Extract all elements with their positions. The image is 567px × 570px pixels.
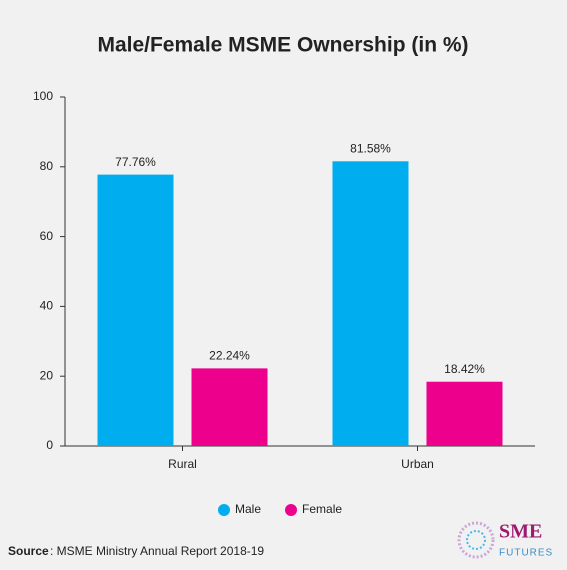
- legend-marker: [285, 504, 298, 516]
- legend-marker: [218, 504, 230, 516]
- logo: SME FUTURES: [457, 521, 553, 559]
- logo-subtext: FUTURES: [499, 548, 553, 559]
- legend-label: Female: [302, 502, 342, 516]
- source-label: Source: [8, 544, 49, 558]
- bar: [191, 368, 268, 446]
- legend-label: Male: [235, 502, 261, 516]
- value-label: 18.42%: [444, 362, 485, 376]
- y-tick-label: 80: [40, 159, 54, 173]
- value-label: 22.24%: [209, 349, 250, 363]
- bar: [426, 381, 503, 446]
- value-label: 77.76%: [115, 155, 156, 169]
- source-text: : MSME Ministry Annual Report 2018-19: [50, 544, 264, 558]
- x-tick-label: Urban: [401, 457, 434, 471]
- x-tick-label: Rural: [168, 457, 197, 471]
- y-tick-label: 20: [40, 368, 54, 382]
- chart-title: Male/Female MSME Ownership (in %): [97, 34, 468, 57]
- logo-text: SME: [499, 521, 542, 543]
- y-tick-label: 100: [33, 89, 53, 103]
- y-tick-label: 0: [46, 438, 53, 452]
- y-tick-label: 40: [40, 299, 54, 313]
- bar: [332, 161, 409, 446]
- bar: [97, 174, 174, 446]
- value-label: 81.58%: [350, 141, 391, 155]
- logo-icon-inner: [466, 530, 486, 550]
- logo-icon: [457, 521, 495, 559]
- y-tick-label: 60: [40, 229, 54, 243]
